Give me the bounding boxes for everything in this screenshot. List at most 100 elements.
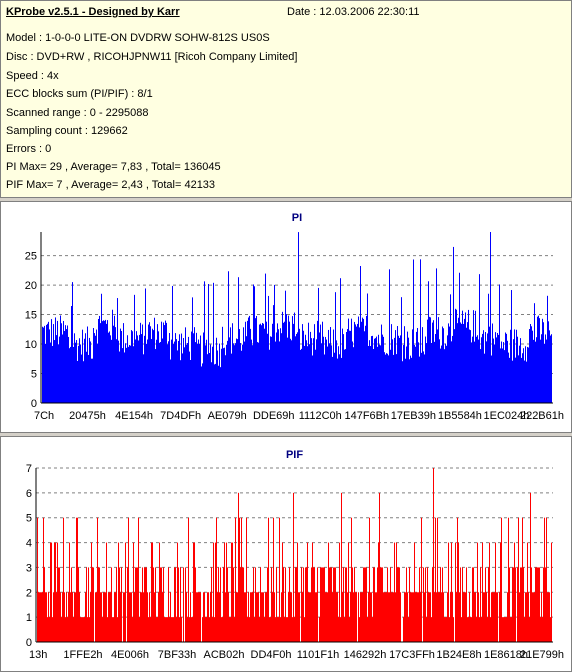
bar — [164, 617, 165, 642]
bar — [459, 272, 460, 403]
bars — [42, 232, 552, 403]
bar — [335, 567, 336, 642]
bar — [394, 337, 395, 403]
bar — [493, 592, 494, 642]
bar — [74, 333, 75, 403]
bar — [429, 592, 430, 642]
bar — [136, 331, 137, 403]
bar — [223, 348, 224, 403]
bar — [136, 567, 137, 642]
bar — [303, 330, 304, 403]
pif-chart-panel: PIF 0 1 2 3 4 5 6 7 13h 1FFE2h 4E006h 7BF33h ACB02h DD… — [0, 436, 572, 672]
bar — [428, 592, 429, 642]
bar — [386, 353, 387, 403]
bar — [444, 617, 445, 642]
bar — [455, 308, 456, 403]
bar — [379, 492, 380, 642]
bar — [327, 592, 328, 642]
bar — [70, 346, 71, 403]
bar — [82, 617, 83, 642]
bar — [485, 331, 486, 403]
bar — [351, 517, 352, 642]
bar — [453, 617, 454, 642]
bar — [446, 345, 447, 403]
bar — [421, 517, 422, 642]
bar — [413, 592, 414, 642]
bar — [479, 617, 480, 642]
bar — [289, 567, 290, 642]
ecc-line: ECC blocks sum (PI/PIF) : 8/1 — [6, 88, 153, 100]
bar — [367, 617, 368, 642]
bar — [458, 317, 459, 403]
x-tick-label: 147F6Bh — [344, 410, 389, 422]
bar — [546, 339, 547, 403]
bar — [373, 567, 374, 642]
bar — [51, 542, 52, 642]
bar — [261, 325, 262, 403]
bar — [313, 338, 314, 403]
bar — [352, 567, 353, 642]
bar — [82, 329, 83, 403]
bar — [366, 567, 367, 642]
bar — [205, 345, 206, 403]
bar — [431, 343, 432, 403]
bar — [431, 617, 432, 642]
bar — [211, 362, 212, 403]
bar — [278, 329, 279, 403]
bar — [503, 617, 504, 642]
bar — [465, 312, 466, 403]
bar — [547, 295, 548, 403]
bar — [199, 592, 200, 642]
bar — [173, 617, 174, 642]
bar — [232, 542, 233, 642]
bar — [167, 617, 168, 642]
bar — [114, 315, 115, 403]
bar — [488, 567, 489, 642]
bar — [167, 344, 168, 403]
bar — [447, 592, 448, 642]
bar — [229, 337, 230, 403]
errors-line: Errors : 0 — [6, 143, 52, 155]
bar — [443, 592, 444, 642]
bar — [395, 330, 396, 403]
bar — [112, 309, 113, 403]
bar — [139, 334, 140, 403]
bar — [346, 567, 347, 642]
bar — [190, 359, 191, 403]
bar — [264, 617, 265, 642]
bar — [219, 592, 220, 642]
bar — [236, 592, 237, 642]
bar — [337, 592, 338, 642]
bar — [331, 345, 332, 403]
bar — [140, 592, 141, 642]
bar — [439, 592, 440, 642]
bar — [207, 354, 208, 403]
bar — [266, 592, 267, 642]
bar — [292, 316, 293, 403]
bar — [224, 347, 225, 403]
bar — [134, 294, 135, 403]
y-tick-label: 25 — [25, 251, 37, 263]
bar — [445, 343, 446, 403]
bar — [518, 517, 519, 642]
bar — [267, 567, 268, 642]
bar — [341, 357, 342, 403]
bar — [91, 358, 92, 403]
bar — [350, 330, 351, 403]
bar — [156, 339, 157, 403]
bar — [262, 322, 263, 403]
x-tick-label: 1FFE2h — [63, 649, 102, 661]
bar — [542, 617, 543, 642]
bar — [220, 367, 221, 403]
bar — [304, 345, 305, 403]
bar — [476, 617, 477, 642]
bar — [55, 317, 56, 403]
bar — [146, 343, 147, 403]
bar — [139, 617, 140, 642]
bar — [358, 316, 359, 403]
bar — [332, 592, 333, 642]
bar — [492, 323, 493, 403]
bar — [45, 343, 46, 403]
bar — [433, 468, 434, 642]
bar — [338, 617, 339, 642]
